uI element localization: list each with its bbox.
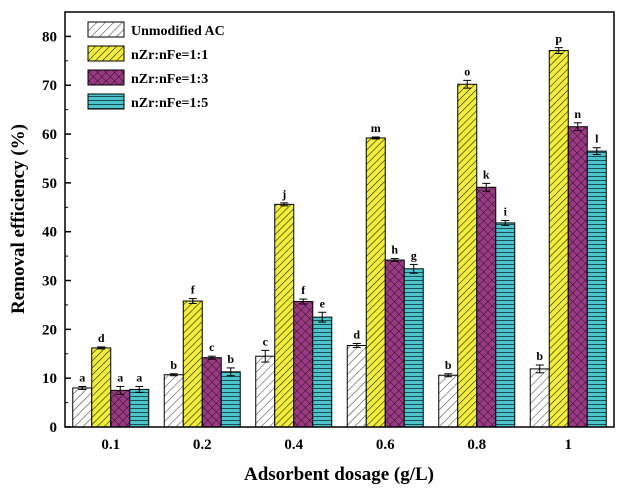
bar — [586, 150, 607, 428]
y-tick-label: 30 — [42, 274, 57, 290]
x-tick-label: 0.8 — [467, 437, 486, 453]
y-tick-label: 0 — [50, 420, 58, 436]
significance-letter: b — [170, 358, 177, 372]
significance-letter: k — [483, 167, 490, 181]
legend: Unmodified AC nZr:nFe=1:1 nZr:nFe=1:3 nZr:n… — [87, 21, 225, 111]
significance-letter: b — [536, 349, 543, 363]
significance-letter: c — [209, 340, 215, 354]
bar — [312, 316, 333, 428]
significance-letter: h — [391, 243, 398, 257]
y-tick-label: 60 — [42, 127, 57, 143]
bar — [529, 368, 550, 428]
bar — [438, 374, 459, 428]
legend-label: nZr:nFe=1:1 — [131, 48, 208, 63]
y-tick-label: 40 — [42, 225, 57, 241]
significance-letter: a — [117, 370, 123, 384]
y-tick-label: 10 — [42, 371, 57, 387]
significance-letter: e — [320, 296, 326, 310]
x-tick-label: 1 — [565, 437, 573, 453]
bars-layer — [72, 50, 607, 428]
significance-letter: n — [574, 107, 581, 121]
bar — [110, 389, 131, 428]
error-bars-layer — [78, 47, 601, 395]
significance-letter: d — [353, 328, 360, 342]
bar — [201, 357, 222, 428]
x-tick-label: 0.4 — [284, 437, 303, 453]
x-tick-label: 0.6 — [376, 437, 395, 453]
significance-letter: b — [227, 352, 234, 366]
significance-letter: f — [191, 283, 196, 297]
plot-frame — [64, 11, 615, 428]
bar — [476, 186, 497, 428]
significance-letter: f — [301, 283, 306, 297]
bar — [384, 259, 405, 428]
legend-swatch — [87, 93, 125, 110]
significance-letter: g — [411, 248, 417, 262]
legend-label: nZr:nFe=1:3 — [131, 72, 208, 87]
bar — [346, 344, 367, 428]
significance-letter: d — [98, 331, 105, 345]
x-tick-label: 0.1 — [101, 437, 120, 453]
bar — [182, 300, 203, 428]
bar — [129, 388, 150, 428]
legend-label: Unmodified AC — [131, 24, 225, 39]
bar — [495, 222, 516, 428]
bar — [457, 83, 478, 428]
bar — [163, 374, 184, 428]
x-axis-ticks: 0.1 0.2 0.4 0.6 0.8 1 — [101, 421, 572, 453]
significance-letter: p — [555, 32, 562, 46]
significance-letter: i — [504, 204, 508, 218]
significance-letter: l — [595, 132, 599, 146]
significance-letter: j — [281, 187, 286, 201]
legend-swatch — [87, 21, 125, 38]
significance-letter: a — [136, 370, 142, 384]
bar — [220, 371, 241, 428]
bar — [567, 126, 588, 428]
significance-letter: c — [263, 334, 269, 348]
y-tick-label: 80 — [42, 29, 57, 45]
bar — [91, 347, 112, 428]
bar — [255, 355, 276, 428]
legend-label: nZr:nFe=1:5 — [131, 96, 208, 111]
bar — [274, 203, 295, 428]
legend-swatch — [87, 45, 125, 62]
significance-letter: a — [79, 370, 85, 384]
x-tick-label: 0.2 — [193, 437, 212, 453]
significance-letter: o — [464, 64, 470, 78]
significance-letter: b — [445, 358, 452, 372]
x-axis-title: Adsorbent dosage (g/L) — [244, 464, 434, 485]
bar — [548, 50, 569, 428]
legend-swatch — [87, 69, 125, 86]
y-tick-label: 50 — [42, 176, 57, 192]
y-tick-label: 70 — [42, 78, 57, 94]
bar — [293, 301, 314, 428]
significance-letter: m — [371, 121, 381, 135]
y-axis-title: Removal efficiency (%) — [8, 124, 29, 314]
bar — [365, 137, 386, 428]
y-tick-label: 20 — [42, 322, 57, 338]
bar — [72, 387, 93, 428]
y-axis-ticks: 0 10 20 30 40 50 60 70 80 — [42, 29, 71, 436]
bar — [403, 268, 424, 428]
